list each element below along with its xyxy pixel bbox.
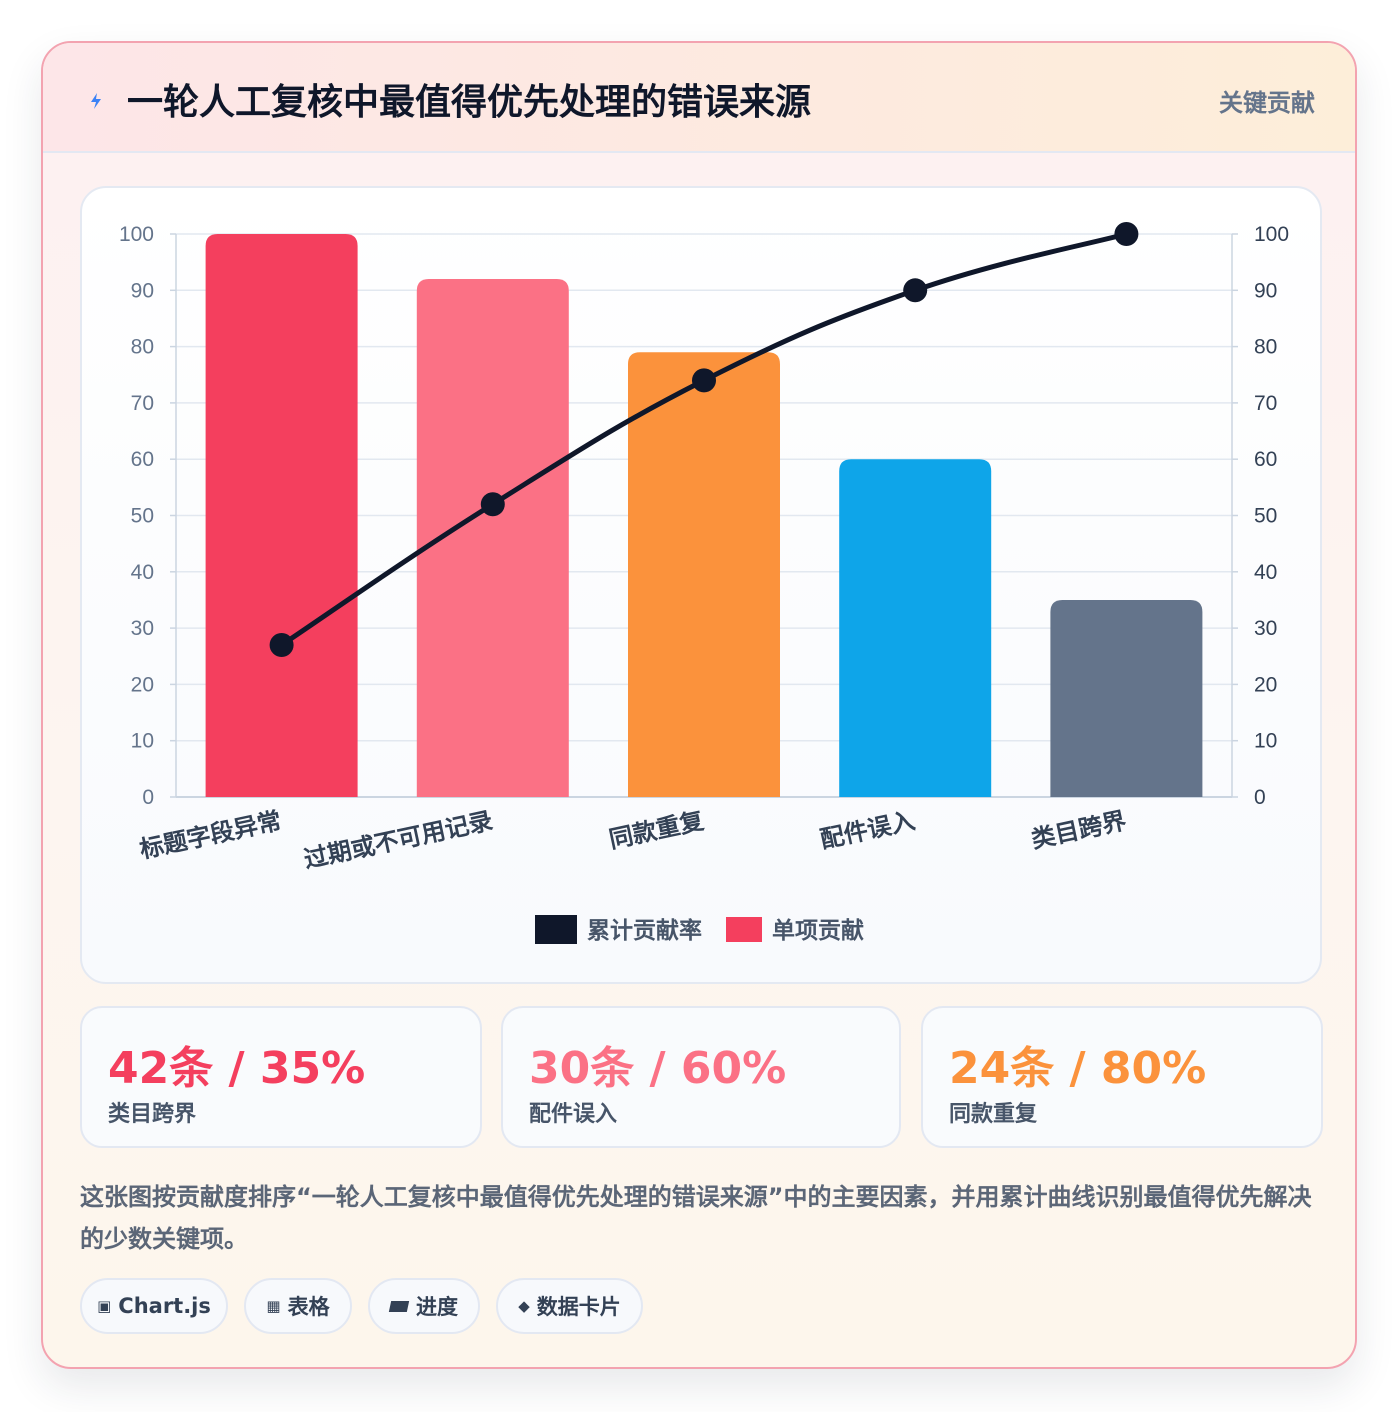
y-tick-label: 60 [131, 448, 154, 471]
cumulative-point [692, 368, 716, 393]
tag-label: Chart.js [118, 1294, 211, 1318]
y2-tick-label: 90 [1254, 279, 1277, 302]
y2-tick-label: 20 [1254, 673, 1277, 696]
x-tick-label: 过期或不可用记录 [301, 806, 495, 873]
y-tick-label: 10 [131, 730, 154, 753]
y-tick-label: 20 [131, 673, 154, 696]
x-tick-label: 标题字段异常 [137, 806, 284, 863]
y2-tick-label: 30 [1254, 617, 1277, 640]
cumulative-point [480, 492, 505, 517]
stat-label: 类目跨界 [108, 1102, 197, 1127]
stat-value: 42条 / 35% [108, 1043, 366, 1094]
x-tick-label: 同款重复 [607, 806, 708, 854]
stat-value: 24条 / 80% [949, 1043, 1207, 1094]
y-tick-label: 70 [131, 392, 154, 415]
y-tick-label: 90 [131, 279, 154, 302]
stat-card-3: 24条 / 80% 同款重复 [921, 1006, 1323, 1148]
bar [628, 352, 780, 797]
cumulative-point [903, 278, 928, 303]
y2-tick-label: 100 [1254, 223, 1289, 246]
y-tick-label: 30 [131, 617, 154, 640]
key-contribution-badge: 关键贡献 [1219, 89, 1315, 117]
cumulative-point [269, 632, 294, 657]
chart-icon: ▣ [97, 1297, 112, 1315]
bar [1050, 599, 1203, 797]
tag-label: 进度 [416, 1295, 458, 1319]
progress-icon [388, 1300, 410, 1312]
chart-description: 这张图按贡献度排序“一轮人工复核中最值得优先处理的错误来源”中的主要因素，并用累… [80, 1183, 1312, 1253]
y2-tick-label: 40 [1254, 561, 1277, 584]
stat-label: 同款重复 [949, 1102, 1038, 1127]
tag-table[interactable]: ▦ 表格 [244, 1278, 352, 1334]
bar [416, 279, 569, 797]
y2-tick-label: 60 [1254, 448, 1277, 471]
tag-label: 表格 [287, 1295, 330, 1319]
stat-card-2: 30条 / 60% 配件误入 [501, 1006, 901, 1148]
stat-value: 30条 / 60% [529, 1043, 787, 1094]
tag-data-card[interactable]: ◆ 数据卡片 [496, 1278, 643, 1334]
tag-chartjs[interactable]: ▣ Chart.js [80, 1278, 228, 1334]
diamond-icon: ◆ [518, 1297, 530, 1315]
stat-label: 配件误入 [529, 1102, 618, 1127]
y-tick-label: 100 [119, 223, 154, 246]
chart-panel: 0 0 10 10 20 20 30 30 40 40 50 50 60 60 70 70 80 80 90 90 10… [80, 186, 1322, 984]
bar [205, 234, 358, 797]
page-title: 一轮人工复核中最值得优先处理的错误来源 [127, 82, 812, 123]
bar [839, 459, 992, 797]
legend-label-cumulative: 累计贡献率 [587, 917, 702, 944]
y2-tick-label: 70 [1254, 392, 1277, 415]
y2-tick-label: 0 [1254, 786, 1266, 809]
legend-swatch-single [726, 917, 762, 942]
y-tick-label: 80 [131, 336, 154, 359]
tag-progress[interactable]: 进度 [368, 1278, 480, 1334]
cumulative-point [1114, 222, 1139, 246]
chart-card: 一轮人工复核中最值得优先处理的错误来源 关键贡献 0 0 10 10 20 20 30 30 4… [41, 41, 1357, 1369]
y-tick-label: 0 [142, 786, 154, 809]
legend-label-single: 单项贡献 [772, 918, 864, 944]
legend-swatch-cumulative [535, 915, 577, 944]
tag-label: 数据卡片 [536, 1295, 621, 1319]
y2-tick-label: 50 [1254, 505, 1277, 528]
stat-card-1: 42条 / 35% 类目跨界 [80, 1006, 482, 1148]
x-tick-label: 类目跨界 [1029, 806, 1129, 853]
card-header: 一轮人工复核中最值得优先处理的错误来源 关键贡献 [43, 43, 1355, 153]
y2-tick-label: 80 [1254, 336, 1277, 359]
x-tick-label: 配件误入 [818, 806, 918, 853]
y-tick-label: 40 [131, 561, 154, 584]
y2-tick-label: 10 [1254, 730, 1277, 753]
lightning-icon [91, 93, 101, 109]
pareto-chart: 0 0 10 10 20 20 30 30 40 40 50 50 60 60 70 70 80 80 90 90 10… [119, 222, 1289, 944]
table-icon: ▦ [266, 1297, 281, 1315]
y-tick-label: 50 [131, 505, 154, 528]
